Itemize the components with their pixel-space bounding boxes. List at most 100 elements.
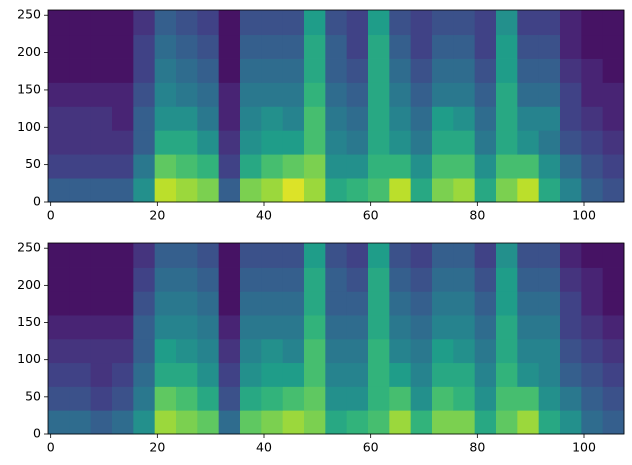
heat-cell bbox=[432, 130, 454, 155]
heat-cell bbox=[325, 34, 348, 59]
heat-cell bbox=[474, 243, 497, 268]
heat-cell bbox=[218, 34, 241, 59]
heat-cell bbox=[304, 362, 326, 387]
heat-cell bbox=[240, 243, 262, 268]
heat-cell bbox=[304, 82, 326, 107]
heat-cell bbox=[453, 10, 476, 36]
heat-cell bbox=[304, 267, 326, 292]
heat-cell bbox=[69, 243, 92, 268]
heat-cell bbox=[517, 154, 540, 179]
heat-cell bbox=[69, 154, 92, 179]
heat-cell bbox=[581, 362, 604, 387]
heat-cell bbox=[474, 410, 497, 435]
heat-cell bbox=[346, 386, 369, 411]
heat-cell bbox=[282, 10, 305, 36]
heat-cell bbox=[218, 10, 241, 36]
heat-cell bbox=[112, 267, 134, 292]
heat-cell bbox=[261, 106, 284, 131]
heat-cell bbox=[261, 362, 284, 387]
heat-cell bbox=[304, 58, 326, 83]
heat-cell bbox=[133, 106, 156, 131]
heat-cell bbox=[90, 267, 113, 292]
heat-cell bbox=[197, 178, 220, 203]
heat-cell bbox=[453, 243, 476, 268]
heat-cell bbox=[240, 34, 262, 59]
heat-cell bbox=[240, 106, 262, 131]
heat-cell bbox=[368, 106, 390, 131]
heat-cell bbox=[581, 106, 604, 131]
heat-cell bbox=[538, 362, 561, 387]
heat-cell bbox=[517, 82, 540, 107]
y-tick-label: 250 bbox=[17, 240, 41, 255]
heat-cell bbox=[48, 34, 70, 59]
heat-cell bbox=[538, 267, 561, 292]
heat-cell bbox=[389, 178, 412, 203]
y-tick-label: 200 bbox=[17, 44, 41, 59]
x-tick-label: 20 bbox=[149, 440, 165, 455]
heat-cell bbox=[368, 338, 390, 364]
heat-cell bbox=[176, 130, 198, 155]
heat-cell bbox=[90, 82, 113, 107]
heat-cell bbox=[346, 291, 369, 316]
heat-cell bbox=[389, 291, 412, 316]
heat-cell bbox=[261, 267, 284, 292]
heat-cell bbox=[218, 82, 241, 107]
heat-cell bbox=[282, 267, 305, 292]
heat-cell bbox=[240, 82, 262, 107]
heat-cell bbox=[389, 362, 412, 387]
heat-cell bbox=[176, 315, 198, 340]
heat-cell bbox=[517, 315, 540, 340]
heat-cell bbox=[602, 410, 625, 435]
heat-cell bbox=[90, 130, 113, 155]
x-tick-label: 60 bbox=[363, 440, 379, 455]
heat-cell bbox=[325, 291, 348, 316]
heat-cell bbox=[197, 154, 220, 179]
heat-cell bbox=[432, 10, 454, 36]
heat-cell bbox=[304, 243, 326, 268]
heat-cell bbox=[261, 82, 284, 107]
heat-cell bbox=[154, 386, 177, 411]
heat-cell bbox=[90, 386, 113, 411]
heat-cell bbox=[432, 315, 454, 340]
heat-cell bbox=[304, 34, 326, 59]
y-tick-label: 0 bbox=[33, 426, 41, 441]
heat-cell bbox=[48, 154, 70, 179]
heat-cell bbox=[581, 82, 604, 107]
heat-cell bbox=[90, 10, 113, 36]
heat-cell bbox=[304, 315, 326, 340]
heat-cell bbox=[517, 386, 540, 411]
heat-cell bbox=[581, 291, 604, 316]
heat-cell bbox=[133, 243, 156, 268]
heat-cell bbox=[133, 10, 156, 36]
heat-cell bbox=[410, 267, 433, 292]
heat-cell bbox=[69, 130, 92, 155]
heat-cell bbox=[602, 291, 625, 316]
heat-cell bbox=[69, 82, 92, 107]
heat-cell bbox=[176, 178, 198, 203]
heat-cell bbox=[240, 338, 262, 364]
heat-cell bbox=[517, 58, 540, 83]
heat-cell bbox=[133, 315, 156, 340]
heat-cell bbox=[560, 34, 582, 59]
heat-cell bbox=[474, 130, 497, 155]
heat-cell bbox=[133, 34, 156, 59]
heat-cell bbox=[453, 267, 476, 292]
x-tick-label: 40 bbox=[256, 440, 272, 455]
heat-cell bbox=[453, 338, 476, 364]
heat-cell bbox=[48, 315, 70, 340]
heat-cell bbox=[453, 106, 476, 131]
heat-cell bbox=[48, 82, 70, 107]
heat-cell bbox=[432, 243, 454, 268]
heat-cell bbox=[304, 291, 326, 316]
heat-cell bbox=[282, 34, 305, 59]
heat-cell bbox=[154, 154, 177, 179]
heat-cell bbox=[197, 267, 220, 292]
heat-cell bbox=[474, 362, 497, 387]
heat-cell bbox=[389, 106, 412, 131]
heat-cell bbox=[176, 243, 198, 268]
heat-cell bbox=[538, 291, 561, 316]
heat-cell bbox=[517, 410, 540, 435]
heat-cell bbox=[389, 243, 412, 268]
heat-cell bbox=[602, 267, 625, 292]
heat-cell bbox=[432, 58, 454, 83]
